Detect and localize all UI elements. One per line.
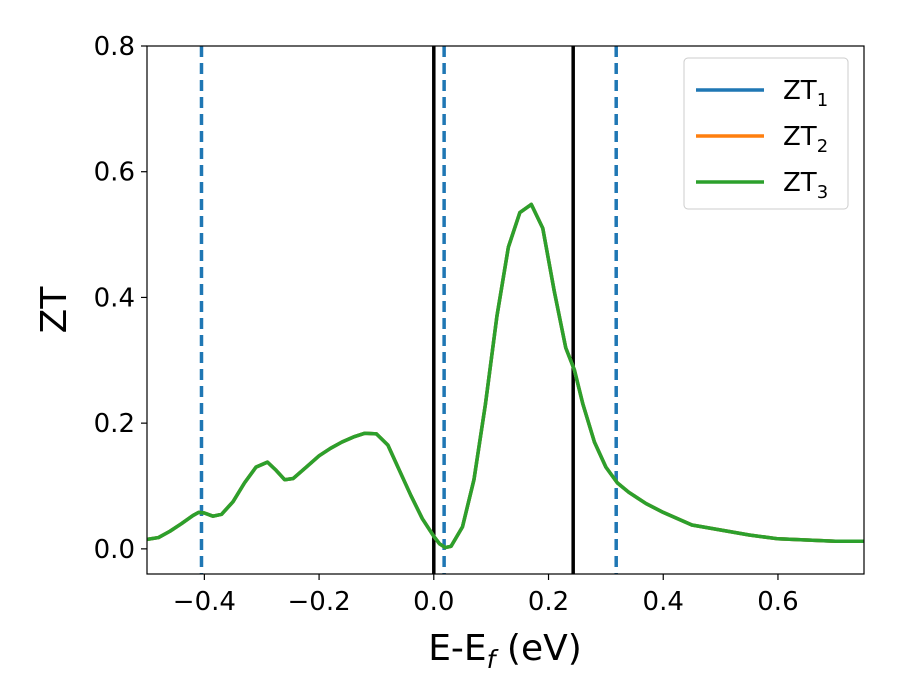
y-axis-ticks: 0.0 0.2 0.4 0.6 0.8 xyxy=(94,32,147,565)
reference-lines xyxy=(199,46,618,574)
x-tick-label: 0.2 xyxy=(528,587,569,617)
legend: ZT1 ZT2 ZT3 xyxy=(683,57,849,210)
x-axis-ticks: −0.4 −0.2 0.0 0.2 0.4 0.6 xyxy=(173,574,799,617)
x-axis-label: E-Ef (eV) xyxy=(428,628,582,674)
y-tick-label: 0.0 xyxy=(94,535,135,565)
y-tick-label: 0.2 xyxy=(94,409,135,439)
series-line-zt3 xyxy=(147,202,864,550)
x-tick-label: 0.4 xyxy=(643,587,684,617)
y-tick-label: 0.6 xyxy=(94,158,135,188)
legend-box xyxy=(683,57,849,210)
x-tick-label: 0.6 xyxy=(757,587,798,617)
x-axis-label-unit: (eV) xyxy=(495,628,581,669)
x-tick-label: −0.2 xyxy=(288,587,351,617)
legend-label-zt3: ZT3 xyxy=(783,168,828,203)
legend-label-zt2: ZT2 xyxy=(783,122,828,157)
series-lines xyxy=(147,202,864,550)
legend-label-zt1: ZT1 xyxy=(783,76,828,111)
x-axis-label-main: E-E xyxy=(428,628,486,669)
y-tick-label: 0.4 xyxy=(94,283,135,313)
x-tick-label: 0.0 xyxy=(413,587,454,617)
y-tick-label: 0.8 xyxy=(94,32,135,62)
y-axis-label: ZT xyxy=(34,286,75,334)
x-tick-label: −0.4 xyxy=(173,587,236,617)
legend-items: ZT1 ZT2 ZT3 xyxy=(696,76,828,203)
plot-frame xyxy=(146,45,865,575)
